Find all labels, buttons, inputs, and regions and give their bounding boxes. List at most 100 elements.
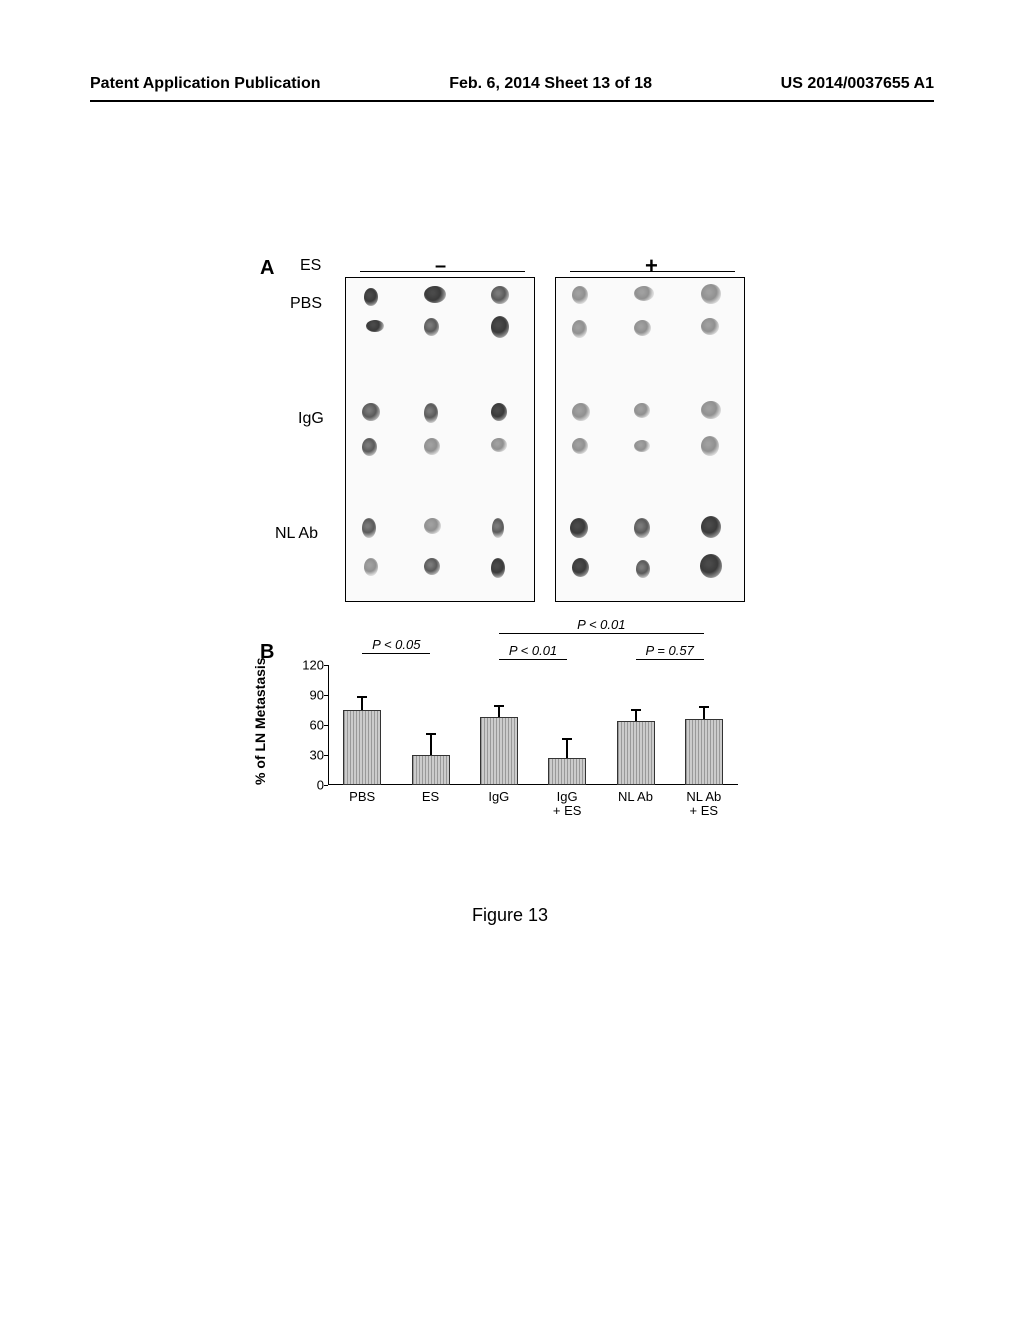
- p-value-label: P = 0.57: [646, 643, 694, 658]
- p-value-label: P < 0.05: [372, 637, 420, 652]
- tumor-blob: [424, 518, 441, 534]
- bar: [343, 710, 381, 785]
- y-axis-label: % of LN Metastasis: [252, 657, 268, 785]
- page-header: Patent Application Publication Feb. 6, 2…: [0, 75, 1024, 93]
- tumor-blob: [634, 440, 650, 452]
- y-tick-mark: [324, 665, 328, 666]
- y-tick-mark: [324, 725, 328, 726]
- tumor-blob: [362, 518, 376, 538]
- tumor-blob: [634, 518, 650, 538]
- es-label: ES: [300, 257, 321, 275]
- es-minus-sign: –: [435, 255, 446, 278]
- x-tick-label: IgG: [488, 790, 509, 804]
- y-tick-mark: [324, 695, 328, 696]
- tumor-blob: [701, 401, 721, 419]
- es-plus-sign: +: [645, 253, 658, 279]
- tumor-blob: [424, 318, 439, 336]
- p-value-label: P < 0.01: [509, 643, 557, 658]
- error-bar: [498, 707, 500, 717]
- tumor-blob: [424, 403, 438, 423]
- bar: [617, 721, 655, 785]
- y-tick-label: 0: [296, 778, 324, 793]
- tumor-blob: [570, 518, 588, 538]
- p-value-label: P < 0.01: [577, 617, 625, 632]
- x-axis: [328, 784, 738, 785]
- error-bar: [703, 708, 705, 719]
- tumor-blob: [491, 286, 509, 304]
- tumor-blob: [701, 318, 719, 335]
- tumor-blob: [700, 554, 722, 578]
- bar-chart: 0306090120: [328, 665, 738, 785]
- error-cap: [357, 696, 367, 698]
- p-value-line: [499, 633, 704, 634]
- tumor-blob: [636, 560, 650, 578]
- header-center: Feb. 6, 2014 Sheet 13 of 18: [449, 75, 652, 93]
- tumor-blob: [634, 403, 650, 418]
- tumor-blob: [424, 286, 446, 303]
- tumor-blob: [572, 403, 590, 421]
- tumor-blob: [491, 316, 509, 338]
- y-tick-mark: [324, 785, 328, 786]
- error-cap: [699, 706, 709, 708]
- panel-a-label: A: [260, 257, 274, 280]
- tumor-blob: [572, 320, 587, 338]
- tumor-blob: [701, 516, 721, 538]
- x-tick-label: ES: [422, 790, 439, 804]
- header-rule: [90, 100, 934, 102]
- panel-a-minus-box: [345, 277, 535, 602]
- tumor-blob: [364, 288, 378, 306]
- error-cap: [631, 709, 641, 711]
- error-cap: [494, 705, 504, 707]
- tumor-blob: [491, 558, 505, 578]
- tumor-blob: [424, 438, 440, 455]
- tumor-blob: [491, 438, 507, 452]
- tumor-blob: [364, 558, 378, 576]
- header-left: Patent Application Publication: [90, 75, 321, 93]
- error-bar: [430, 735, 432, 755]
- tumor-blob: [492, 518, 504, 538]
- tumor-blob: [424, 558, 440, 575]
- p-value-line: [636, 659, 704, 660]
- error-bar: [635, 711, 637, 721]
- p-value-line: [499, 659, 567, 660]
- row-label-pbs: PBS: [290, 295, 322, 313]
- tumor-blob: [634, 320, 651, 336]
- x-tick-label: IgG+ ES: [553, 790, 582, 819]
- error-cap: [426, 733, 436, 735]
- row-label-nlab: NL Ab: [275, 525, 318, 543]
- x-tick-label: NL Ab: [618, 790, 653, 804]
- tumor-blob: [701, 284, 721, 304]
- tumor-blob: [701, 436, 719, 456]
- bar: [685, 719, 723, 785]
- bar: [548, 758, 586, 785]
- bar: [480, 717, 518, 785]
- panel-a-plus-box: [555, 277, 745, 602]
- y-tick-label: 120: [296, 658, 324, 673]
- header-right: US 2014/0037655 A1: [781, 75, 934, 93]
- tumor-blob: [366, 320, 384, 332]
- error-cap: [562, 738, 572, 740]
- y-tick-label: 60: [296, 718, 324, 733]
- error-bar: [566, 740, 568, 758]
- panel-a: A ES – + PBS IgG NL Ab: [260, 265, 760, 605]
- tumor-blob: [491, 403, 507, 421]
- figure: A ES – + PBS IgG NL Ab: [260, 265, 760, 845]
- bar: [412, 755, 450, 785]
- tumor-blob: [362, 403, 380, 421]
- error-bar: [361, 698, 363, 710]
- y-axis: [328, 665, 329, 785]
- tumor-blob: [572, 558, 589, 577]
- p-value-line: [362, 653, 430, 654]
- y-tick-label: 30: [296, 748, 324, 763]
- panel-b: B % of LN Metastasis 0306090120 PBSESIgG…: [260, 645, 760, 845]
- tumor-blob: [572, 438, 588, 454]
- figure-caption: Figure 13: [260, 905, 760, 926]
- tumor-blob: [572, 286, 588, 304]
- y-tick-mark: [324, 755, 328, 756]
- y-tick-label: 90: [296, 688, 324, 703]
- row-label-igg: IgG: [298, 410, 324, 428]
- x-tick-label: PBS: [349, 790, 375, 804]
- x-tick-label: NL Ab+ ES: [686, 790, 721, 819]
- tumor-blob: [362, 438, 377, 456]
- tumor-blob: [634, 286, 654, 301]
